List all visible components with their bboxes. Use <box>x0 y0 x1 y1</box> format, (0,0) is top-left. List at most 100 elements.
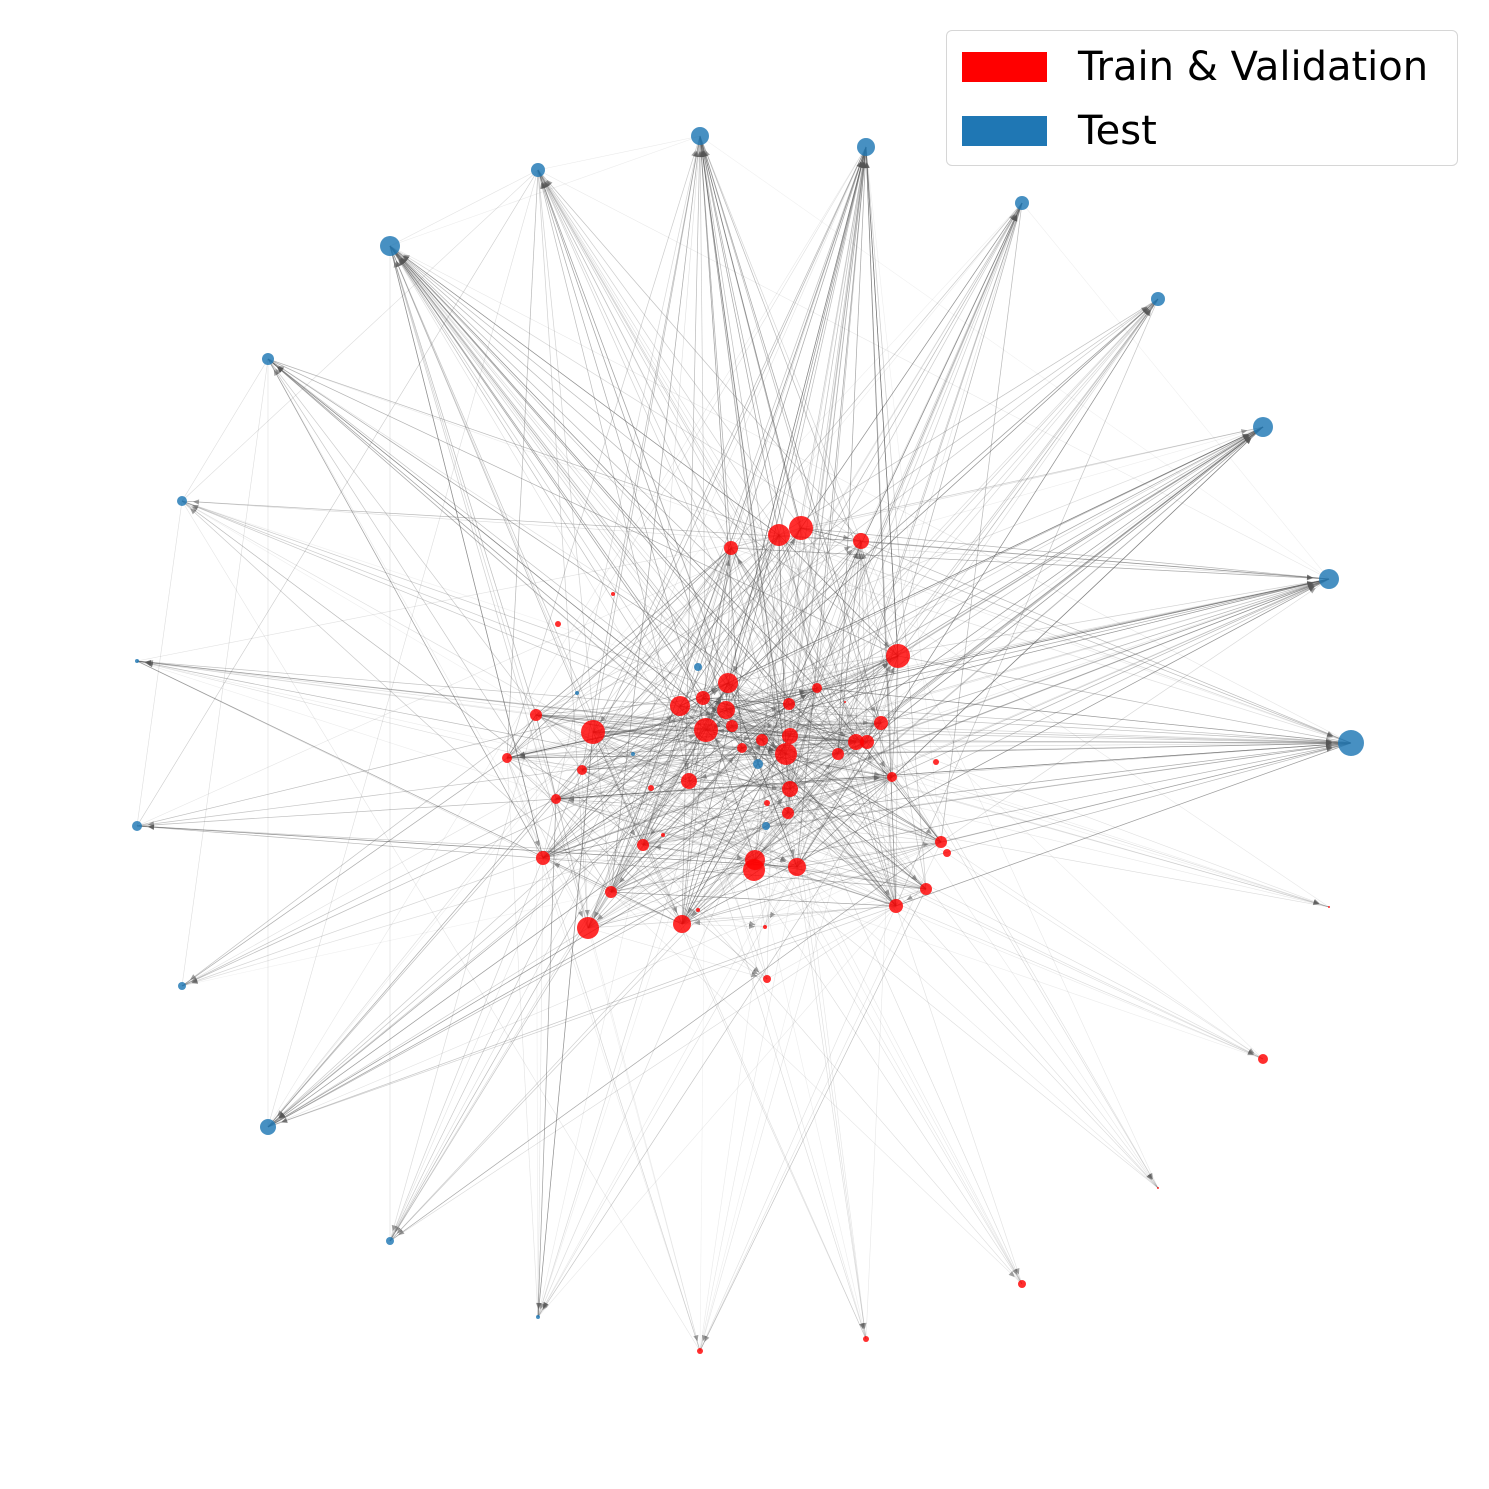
graph-edge <box>537 169 893 778</box>
graph-arrowhead <box>190 508 197 515</box>
graph-edge <box>537 169 839 755</box>
graph-edge <box>754 859 897 907</box>
graph-edge <box>705 547 732 731</box>
graph-edge <box>537 169 868 743</box>
graph-edge <box>506 687 818 759</box>
graph-edge <box>136 682 729 827</box>
graph-edge <box>741 747 798 868</box>
graph-edge <box>610 891 766 928</box>
graph-edge <box>679 534 780 707</box>
graph-edge <box>761 739 791 790</box>
test-node <box>260 1119 276 1135</box>
graph-edge <box>940 202 1023 843</box>
graph-arrowhead <box>1143 308 1150 316</box>
graph-edge <box>796 146 867 868</box>
graph-arrowhead <box>577 910 583 918</box>
graph-edge <box>860 540 1352 744</box>
graph-edge <box>699 135 791 790</box>
train-validation-node <box>756 734 768 746</box>
graph-edge <box>542 687 818 859</box>
graph-arrowhead <box>842 534 850 540</box>
graph-edge <box>506 169 539 759</box>
graph-edge <box>136 825 927 890</box>
graph-edge <box>789 540 862 737</box>
graph-edge <box>725 146 867 711</box>
graph-arrowhead <box>856 552 862 560</box>
graph-arrowhead <box>768 746 775 752</box>
train-validation-node <box>648 785 654 791</box>
graph-edge <box>389 245 763 741</box>
graph-edge <box>610 742 1352 893</box>
graph-edge <box>581 769 768 980</box>
graph-edge <box>778 534 1330 580</box>
graph-edge <box>610 426 1264 893</box>
graph-edge <box>681 202 1023 925</box>
graph-edge <box>506 714 537 759</box>
graph-edge <box>730 547 1330 580</box>
graph-edge <box>136 660 942 843</box>
graph-arrowhead <box>650 829 656 836</box>
graph-edge <box>730 547 927 890</box>
graph-edge <box>267 358 707 731</box>
graph-edge <box>389 841 942 1242</box>
graph-edge <box>592 731 942 843</box>
test-node <box>380 236 400 256</box>
graph-edge <box>581 769 589 929</box>
graph-arrowhead <box>396 1227 403 1234</box>
graph-edge <box>537 169 798 868</box>
graph-edge <box>537 731 594 1318</box>
graph-edge <box>389 547 732 1242</box>
graph-edge <box>181 500 729 684</box>
graph-edge <box>699 135 802 529</box>
graph-edge <box>754 426 1264 861</box>
graph-edge <box>555 729 707 800</box>
graph-edge <box>592 731 1159 1189</box>
graph-edge <box>267 859 756 1128</box>
graph-edge <box>940 841 1264 1060</box>
graph-edge <box>537 857 544 1318</box>
graph-edge <box>785 202 1023 755</box>
train-validation-node <box>782 781 798 797</box>
graph-edge <box>555 769 583 800</box>
graph-arrowhead <box>593 911 600 918</box>
graph-arrowhead <box>693 1334 699 1342</box>
graph-edge <box>642 741 857 846</box>
graph-edge <box>555 798 768 980</box>
graph-edge <box>891 578 1330 778</box>
graph-arrowhead <box>733 665 739 673</box>
graph-edge <box>699 135 732 549</box>
test-node <box>694 663 702 671</box>
graph-edge <box>837 426 1264 755</box>
graph-edge <box>389 245 544 859</box>
graph-arrowhead <box>700 773 708 779</box>
graph-edge <box>581 769 927 890</box>
graph-edge <box>796 841 942 868</box>
graph-edge <box>880 722 1159 1189</box>
graph-edge <box>727 682 798 868</box>
graph-edge <box>537 135 701 171</box>
graph-edge <box>587 426 1264 929</box>
graph-edge <box>727 682 798 868</box>
graph-edge <box>542 578 1330 859</box>
graph-edge <box>592 731 867 1340</box>
graph-edge <box>702 697 768 980</box>
graph-arrowhead <box>711 689 719 696</box>
graph-edge <box>136 682 729 827</box>
graph-edge <box>895 742 1352 907</box>
graph-edge <box>506 169 539 759</box>
graph-edge <box>699 135 743 749</box>
graph-arrowhead <box>925 828 932 835</box>
test-node <box>135 659 139 663</box>
graph-edge <box>688 780 867 1340</box>
graph-edge <box>866 741 893 778</box>
graph-edge <box>785 753 927 890</box>
graph-edge <box>389 146 867 1242</box>
graph-edge <box>506 735 791 759</box>
graph-edge <box>642 578 1330 846</box>
graph-arrowhead <box>147 821 155 827</box>
graph-edge <box>730 547 818 689</box>
graph-edge <box>727 682 791 737</box>
graph-edge <box>860 202 1023 542</box>
train-validation-node <box>812 683 822 693</box>
graph-edge <box>731 578 1330 727</box>
